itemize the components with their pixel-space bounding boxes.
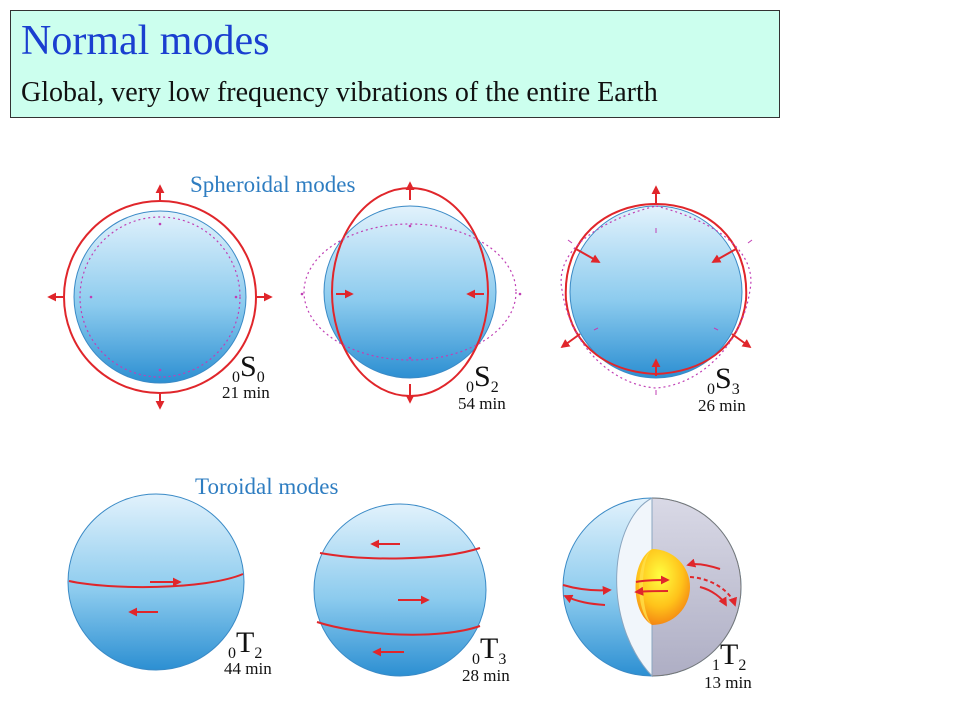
contracted-outline [79, 216, 241, 378]
period-label: 21 min [222, 383, 270, 402]
nodal-line-upper [319, 547, 481, 560]
mode-0S3-diagram [560, 185, 753, 395]
twist-arrows [370, 539, 430, 657]
mode-1T2-diagram [562, 497, 742, 678]
twist-arrows [562, 558, 737, 607]
svg-text:0S0: 0S0 [232, 350, 265, 386]
period-label: 44 min [224, 659, 272, 678]
period-label: 28 min [462, 666, 510, 685]
mode-0S0-diagram [47, 184, 273, 410]
mode-label-0S0: 0S0 21 min [222, 350, 270, 402]
svg-text:0S3: 0S3 [707, 362, 740, 398]
period-label: 26 min [698, 396, 746, 415]
period-label: 13 min [704, 673, 752, 692]
mode-label-0S3: 0S3 26 min [698, 362, 746, 415]
radial-arrows [47, 184, 273, 410]
toroidal-modes-heading: Toroidal modes [195, 474, 338, 499]
mode-arrows [336, 181, 484, 404]
period-label: 54 min [458, 394, 506, 413]
mode-label-1T2: 1T2 13 min [704, 638, 752, 692]
twist-arrows [128, 577, 182, 617]
earth-sphere [313, 503, 487, 677]
nodal-line-lower [316, 621, 481, 636]
earth-sphere [73, 210, 247, 384]
mantle-cutaway [651, 497, 742, 677]
mode-0T3-diagram [313, 503, 487, 677]
nodal-line [68, 573, 244, 589]
svg-text:0T2: 0T2 [228, 626, 262, 662]
mode-label-0T3: 0T3 28 min [462, 632, 510, 685]
mode-label-0T2: 0T2 44 min [224, 626, 272, 678]
mode-arrows [560, 185, 752, 376]
earth-sphere [323, 205, 497, 379]
oblate-outline [303, 223, 517, 361]
svg-text:0S2: 0S2 [466, 360, 499, 396]
outer-core [635, 549, 690, 625]
page-subtitle: Global, very low frequency vibrations of… [21, 77, 658, 108]
page-title: Normal modes [21, 18, 270, 64]
svg-text:0T3: 0T3 [472, 632, 506, 668]
mode-0T2-diagram [67, 493, 245, 671]
dotted-arrow-ticks [567, 228, 753, 395]
title-box: Normal modes Global, very low frequency … [10, 10, 780, 118]
spheroidal-modes-heading: Spheroidal modes [190, 172, 355, 197]
expanded-outline [63, 200, 257, 394]
svg-text:1T2: 1T2 [712, 638, 746, 674]
mode-label-0S2: 0S2 54 min [458, 360, 506, 413]
mode-0S2-diagram [300, 181, 522, 404]
alternate-outline [560, 205, 752, 389]
